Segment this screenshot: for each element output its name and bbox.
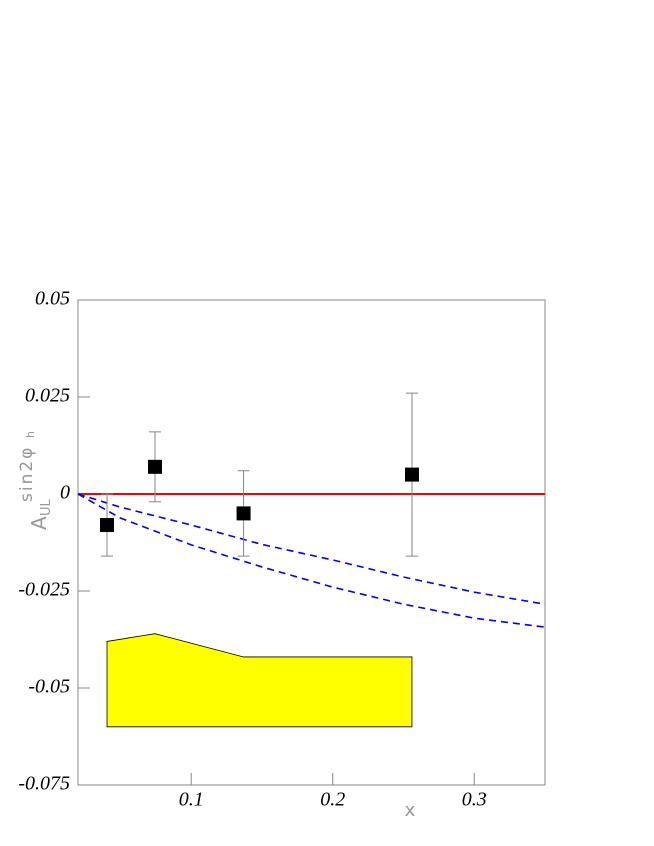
data-point — [404, 467, 419, 482]
y-label-main: A — [27, 516, 51, 530]
y-label-sub: UL — [39, 498, 54, 516]
x-tick-label: 0.1 — [179, 789, 204, 811]
x-label: x — [405, 800, 416, 821]
dashed-curve — [77, 493, 546, 605]
band — [106, 633, 413, 728]
y-label: A UL sin2φ h — [17, 431, 54, 530]
data-point — [100, 518, 115, 533]
data-point — [236, 506, 251, 521]
y-tick-label: -0.025 — [18, 579, 70, 601]
dashed-curve — [77, 493, 546, 628]
y-label-sup: sin2φ — [17, 446, 37, 502]
y-tick-label: 0.05 — [35, 288, 70, 310]
data-point — [147, 459, 162, 474]
y-label-supsub: h — [24, 431, 37, 438]
x-tick-label: 0.3 — [462, 789, 487, 811]
y-tick-label: -0.05 — [28, 676, 70, 698]
y-tick-label: 0 — [60, 482, 70, 504]
x-tick-label: 0.2 — [320, 789, 345, 811]
y-tick-label: 0.025 — [25, 385, 70, 407]
y-tick-label: -0.075 — [18, 773, 70, 795]
plot-frame — [77, 299, 546, 786]
